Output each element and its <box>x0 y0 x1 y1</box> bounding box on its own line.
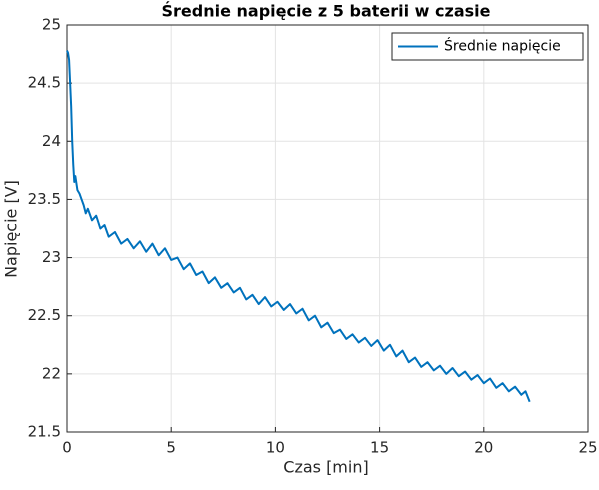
y-tick-label: 21.5 <box>28 423 61 441</box>
x-tick-label: 15 <box>370 439 389 457</box>
x-tick-label: 0 <box>62 439 72 457</box>
y-axis-label: Napięcie [V] <box>2 180 21 278</box>
x-tick-label: 20 <box>474 439 493 457</box>
y-tick-label: 23 <box>42 248 61 266</box>
chart-title: Średnie napięcie z 5 baterii w czasie <box>162 2 491 21</box>
y-tick-label: 24.5 <box>28 74 61 92</box>
y-tick-label: 24 <box>42 132 61 150</box>
data-line <box>66 50 531 403</box>
x-tick-label: 25 <box>578 439 597 457</box>
y-tick-label: 25 <box>42 16 61 34</box>
plot-frame <box>66 24 589 433</box>
x-tick-label: 10 <box>266 439 285 457</box>
y-tick-label: 22 <box>42 364 61 382</box>
x-axis-label: Czas [min] <box>283 458 368 477</box>
y-tick-label: 22.5 <box>28 306 61 324</box>
x-tick-label: 5 <box>166 439 176 457</box>
legend-label: Średnie napięcie <box>444 37 561 55</box>
y-tick-label: 23.5 <box>28 190 61 208</box>
